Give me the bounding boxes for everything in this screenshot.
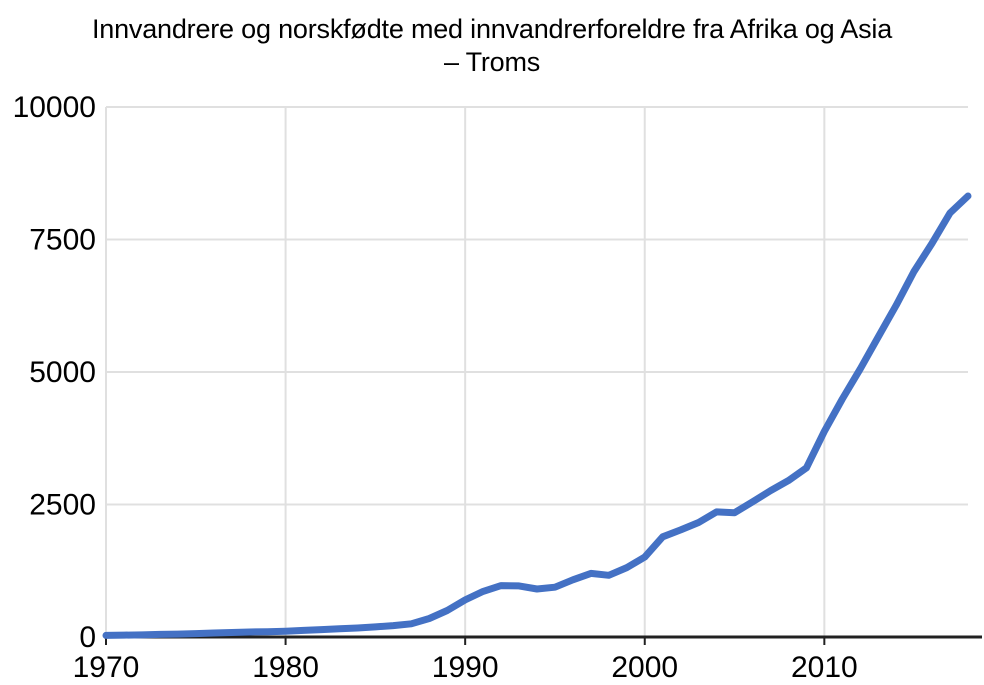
troms-data-line [102,192,972,639]
x-axis-tick-label: 1980 [252,651,319,684]
y-axis-tick-label: 2500 [29,489,96,522]
x-axis-tick-label: 2000 [611,651,678,684]
horizontal-gridlines [106,106,968,506]
x-axis-tick-marks [105,638,826,645]
x-axis-tick-label: 1970 [73,651,140,684]
y-axis-tick-label: 10000 [13,91,96,124]
y-axis-tick-label: 7500 [29,224,96,257]
y-axis-labels: 0 2500 5000 7500 10000 [13,91,96,654]
chart-title-line-2: – Troms [443,47,541,77]
x-axis-labels: 1970 1980 1990 2000 2010 [73,651,858,684]
y-axis-tick-label: 5000 [29,356,96,389]
chart-title-line-1: Innvandrere og norskfødte med innvandrer… [91,14,893,44]
chart-title: Innvandrere og norskfødte med innvandrer… [0,13,984,79]
x-axis-tick-label: 1990 [432,651,499,684]
x-axis-tick-label: 2010 [791,651,858,684]
y-axis-tick-label: 0 [79,621,96,654]
